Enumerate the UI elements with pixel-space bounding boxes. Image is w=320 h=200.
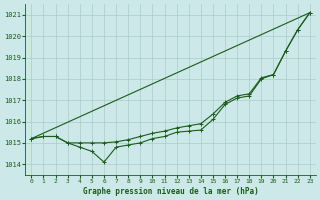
X-axis label: Graphe pression niveau de la mer (hPa): Graphe pression niveau de la mer (hPa): [83, 187, 259, 196]
